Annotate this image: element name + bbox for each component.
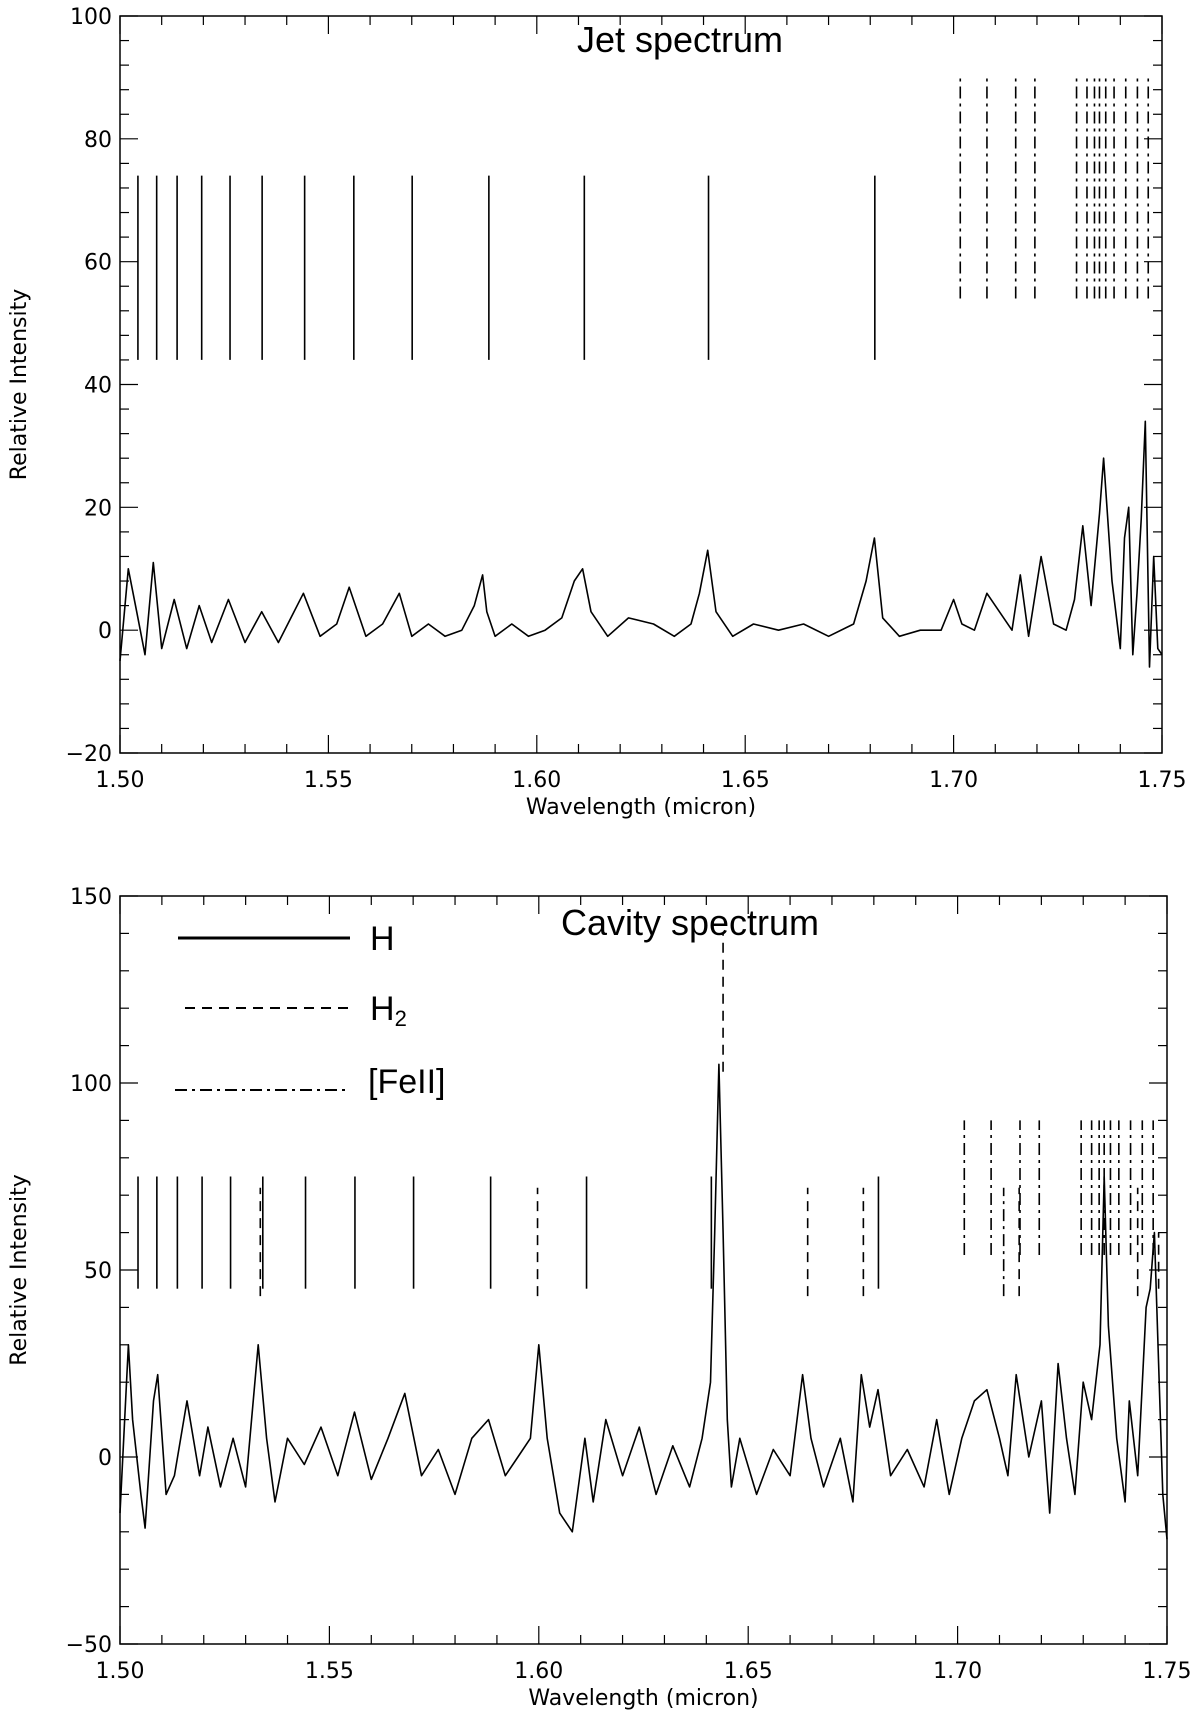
y-tick-label: 0 [98, 1446, 112, 1471]
jet-spectrum-panel: 1.50 1.55 1.60 1.65 1.70 1.75 −20 0 20 40 60 80 100 W… [7, 5, 1186, 820]
y-tick-label: 20 [84, 496, 112, 521]
y-tick-label: 100 [70, 5, 112, 30]
y-tick-label: 100 [70, 1072, 112, 1097]
y-axis-label: Relative Intensity [7, 1174, 32, 1365]
y-tick-label: −50 [66, 1633, 112, 1658]
x-tick-label: 1.60 [514, 1659, 563, 1684]
y-tick-label: −20 [66, 742, 112, 767]
x-tick-label: 1.60 [512, 768, 561, 793]
x-axis-label: Wavelength (micron) [528, 1686, 758, 1711]
x-tick-label: 1.70 [929, 768, 978, 793]
x-tick-label: 1.75 [1138, 768, 1187, 793]
spectrum-series [119, 1063, 1168, 1540]
y-tick-label: 0 [98, 619, 112, 644]
legend-label-text: H [370, 920, 395, 958]
spectrum-series [119, 420, 1163, 668]
legend-label-text: [FeII] [368, 1063, 445, 1101]
legend-label-text: H [370, 990, 395, 1028]
x-tick-label: 1.50 [96, 1659, 145, 1684]
y-axis-label: Relative Intensity [7, 289, 32, 480]
cavity-spectrum-panel: 1.50 1.55 1.60 1.65 1.70 1.75 −50 0 50 100 150 Wave… [7, 885, 1191, 1711]
legend-label-subscript: 2 [395, 1006, 407, 1031]
y-tick-label: 60 [84, 251, 112, 276]
x-tick-label: 1.55 [304, 768, 353, 793]
chart-title: Jet spectrum [577, 19, 783, 60]
y-tick-label: 150 [70, 885, 112, 910]
y-tick-label: 80 [84, 128, 112, 153]
x-tick-label: 1.65 [724, 1659, 773, 1684]
x-tick-label: 1.65 [721, 768, 770, 793]
x-tick-label: 1.55 [305, 1659, 354, 1684]
x-axis-label: Wavelength (micron) [526, 795, 756, 820]
x-tick-label: 1.70 [933, 1659, 982, 1684]
legend-label: H [370, 920, 395, 958]
x-tick-label: 1.75 [1143, 1659, 1192, 1684]
y-tick-label: 50 [84, 1259, 112, 1284]
x-tick-label: 1.50 [96, 768, 145, 793]
legend-label: [FeII] [368, 1063, 445, 1101]
legend-label: H2 [370, 990, 407, 1031]
chart-title: Cavity spectrum [561, 902, 819, 943]
y-tick-label: 40 [84, 374, 112, 399]
plot-frame [119, 15, 1163, 754]
